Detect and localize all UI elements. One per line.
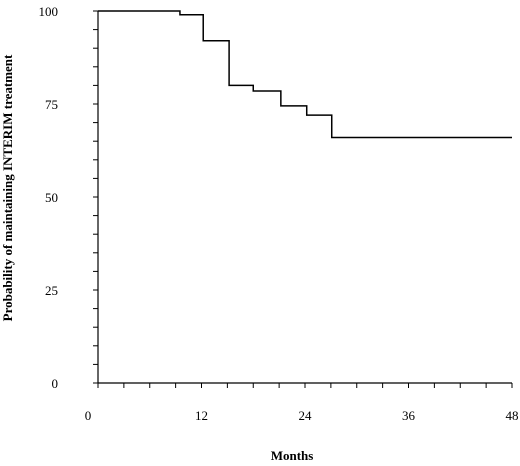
x-tick-label: 48 — [506, 408, 519, 423]
x-tick-label: 36 — [402, 408, 416, 423]
x-tick-label: 0 — [85, 408, 92, 423]
y-tick-label: 75 — [45, 97, 58, 112]
y-axis-tick-labels: 0 25 50 75 100 — [39, 4, 59, 391]
x-tick-label: 24 — [299, 408, 313, 423]
y-tick-label: 0 — [52, 376, 59, 391]
x-axis-tick-labels: 0 12 24 36 48 — [85, 408, 519, 423]
y-axis-title: Probability of maintaining INTERIM treat… — [0, 54, 15, 321]
y-axis-ticks — [93, 10, 98, 384]
x-tick-label: 12 — [195, 408, 208, 423]
x-axis-title: Months — [271, 448, 314, 463]
y-tick-label: 100 — [39, 4, 59, 19]
y-tick-label: 25 — [45, 283, 58, 298]
x-axis-ticks — [97, 383, 513, 388]
survival-curve — [98, 10, 512, 139]
y-tick-label: 50 — [45, 190, 58, 205]
